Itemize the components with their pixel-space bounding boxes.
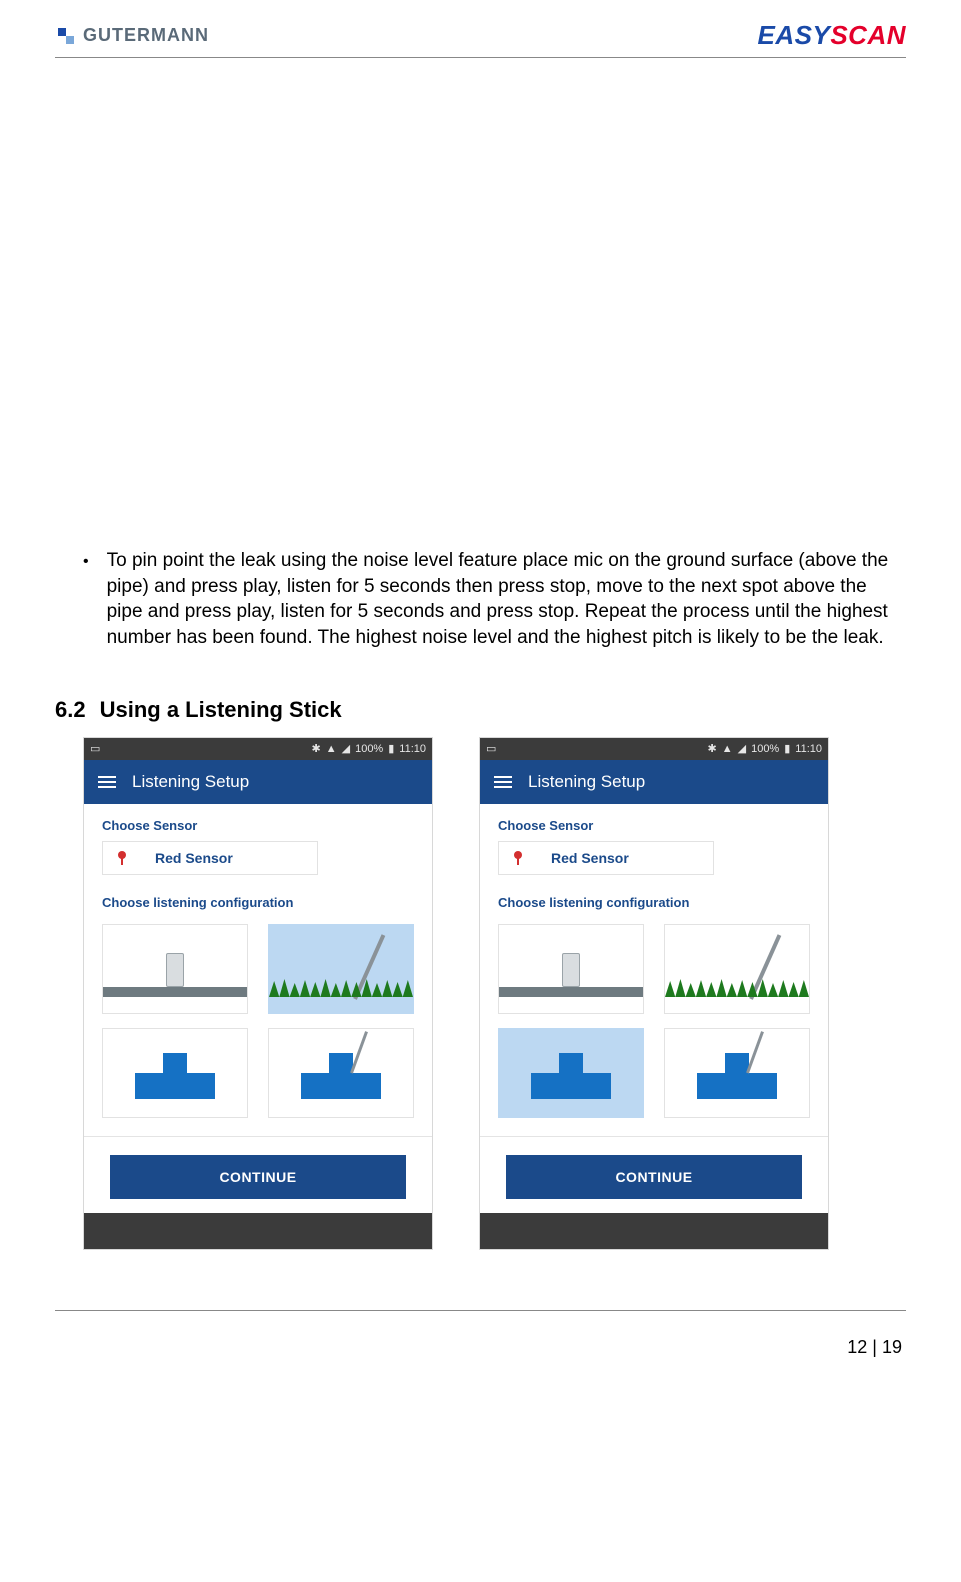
signal-icon: ◢: [738, 742, 746, 755]
gutermann-logo-icon: [55, 25, 77, 47]
config-tile-grass-stick[interactable]: [268, 924, 414, 1014]
sensor-selector[interactable]: Red Sensor: [102, 841, 318, 875]
brand-right: EASYSCAN: [758, 20, 906, 51]
divider: [84, 1136, 432, 1137]
config-tile-ground-mic[interactable]: [102, 924, 248, 1014]
brand-right-scan: SCAN: [830, 20, 906, 50]
choose-sensor-label: Choose Sensor: [480, 804, 828, 841]
status-left-icon: ▭: [90, 742, 100, 755]
brand-right-easy: EASY: [758, 20, 831, 50]
battery-icon: ▮: [784, 742, 790, 755]
appbar-title: Listening Setup: [528, 772, 645, 792]
clock-text: 11:10: [795, 743, 822, 755]
status-right: ✱ ▲ ◢ 100% ▮ 11:10: [312, 742, 427, 755]
brand-left: GUTERMANN: [55, 25, 209, 47]
config-grid: [480, 918, 828, 1132]
status-right: ✱ ▲ ◢ 100% ▮ 11:10: [708, 742, 823, 755]
nav-bar: [84, 1213, 432, 1249]
section-number: 6.2: [55, 697, 86, 723]
page-number: 12 | 19: [55, 1337, 906, 1358]
config-tile-grass-stick[interactable]: [664, 924, 810, 1014]
divider: [480, 1136, 828, 1137]
app-bar: Listening Setup: [480, 760, 828, 804]
page-header: GUTERMANN EASYSCAN: [55, 20, 906, 58]
sensor-name: Red Sensor: [155, 850, 233, 866]
config-tile-ground-mic[interactable]: [498, 924, 644, 1014]
brand-left-text: GUTERMANN: [83, 25, 209, 46]
sensor-pin-icon: [117, 850, 127, 866]
bullet-item: • To pin point the leak using the noise …: [83, 548, 896, 651]
status-left-icon: ▭: [486, 742, 496, 755]
wifi-icon: ▲: [326, 743, 337, 755]
phone-screenshot-right: ▭ ✱ ▲ ◢ 100% ▮ 11:10 Listening Setup Cho…: [479, 737, 829, 1250]
choose-config-label: Choose listening configuration: [480, 881, 828, 918]
screenshots-row: ▭ ✱ ▲ ◢ 100% ▮ 11:10 Listening Setup Cho…: [83, 737, 906, 1250]
signal-icon: ◢: [342, 742, 350, 755]
config-tile-valve-stick[interactable]: [268, 1028, 414, 1118]
footer-rule: [55, 1310, 906, 1311]
sensor-name: Red Sensor: [551, 850, 629, 866]
battery-text: 100%: [355, 743, 383, 755]
nav-bar: [480, 1213, 828, 1249]
config-tile-valve-stick[interactable]: [664, 1028, 810, 1118]
status-bar: ▭ ✱ ▲ ◢ 100% ▮ 11:10: [480, 738, 828, 760]
sensor-pin-icon: [513, 850, 523, 866]
config-tile-valve[interactable]: [498, 1028, 644, 1118]
battery-icon: ▮: [388, 742, 394, 755]
wifi-icon: ▲: [722, 743, 733, 755]
phone-screenshot-left: ▭ ✱ ▲ ◢ 100% ▮ 11:10 Listening Setup Cho…: [83, 737, 433, 1250]
bullet-text: To pin point the leak using the noise le…: [107, 548, 896, 651]
clock-text: 11:10: [399, 743, 426, 755]
bluetooth-icon: ✱: [708, 742, 717, 755]
page: GUTERMANN EASYSCAN • To pin point the le…: [0, 0, 961, 1582]
appbar-title: Listening Setup: [132, 772, 249, 792]
bluetooth-icon: ✱: [312, 742, 321, 755]
continue-button[interactable]: CONTINUE: [506, 1155, 802, 1199]
continue-button[interactable]: CONTINUE: [110, 1155, 406, 1199]
choose-config-label: Choose listening configuration: [84, 881, 432, 918]
app-bar: Listening Setup: [84, 760, 432, 804]
menu-icon[interactable]: [494, 776, 512, 788]
config-tile-valve[interactable]: [102, 1028, 248, 1118]
body: • To pin point the leak using the noise …: [55, 548, 906, 1358]
battery-text: 100%: [751, 743, 779, 755]
menu-icon[interactable]: [98, 776, 116, 788]
section-title: Using a Listening Stick: [100, 697, 342, 723]
sensor-selector[interactable]: Red Sensor: [498, 841, 714, 875]
section-heading: 6.2 Using a Listening Stick: [55, 697, 906, 723]
choose-sensor-label: Choose Sensor: [84, 804, 432, 841]
bullet-icon: •: [83, 551, 89, 651]
status-bar: ▭ ✱ ▲ ◢ 100% ▮ 11:10: [84, 738, 432, 760]
config-grid: [84, 918, 432, 1132]
